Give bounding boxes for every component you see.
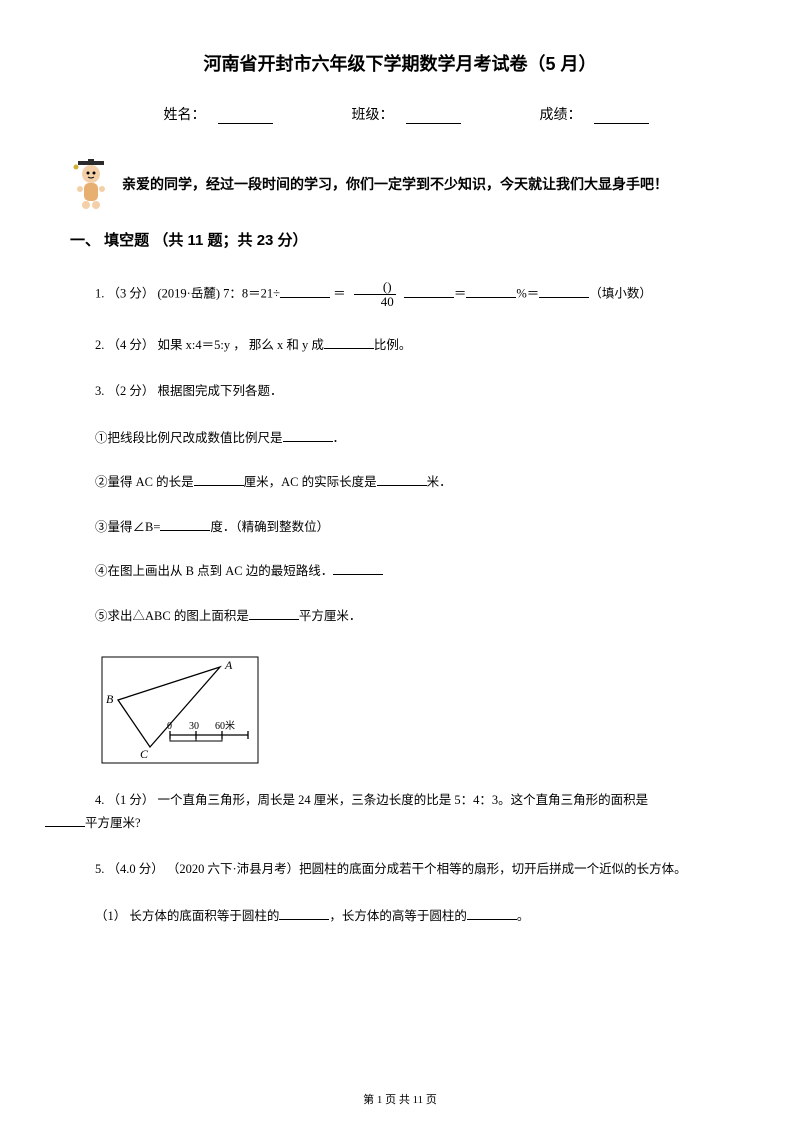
blank [279,908,329,920]
q3-s3-prefix: ③量得∠B= [95,520,160,534]
label-C: C [140,747,149,761]
blank [45,815,85,827]
scale-30: 30 [189,721,199,732]
frac-num: () [354,280,396,295]
question-3-header: 3. （2 分） 根据图完成下列各题． [70,380,730,403]
q5-sub1: （1） 长方体的底面积等于圆柱的 ，长方体的高等于圆柱的 。 [70,905,730,928]
q3-s2-prefix: ②量得 AC 的长是 [95,475,194,489]
q1-prefix: 1. （3 分） (2019·岳麓) 7：8＝21÷ [95,287,280,301]
blank [249,608,299,620]
q1-mid1: ＝ [330,287,349,301]
question-5-header: 5. （4.0 分） （2020 六下·沛县月考）把圆柱的底面分成若干个相等的扇… [70,858,730,881]
blank [539,286,589,298]
score-label: 成绩： [540,108,582,123]
intro-row: 亲爱的同学，经过一段时间的学习，你们一定学到不少知识，今天就让我们大显身手吧！ [70,159,730,211]
page-title: 河南省开封市六年级下学期数学月考试卷（5 月） [70,50,730,76]
q1-mid3: %＝ [516,287,539,301]
score-blank [594,110,649,124]
question-4: 4. （1 分） 一个直角三角形，周长是 24 厘米，三条边长度的比是 5：4：… [70,789,730,834]
section-1-header: 一、 填空题 （共 11 题；共 23 分） [70,229,730,250]
blank [467,908,517,920]
q4-suffix: 平方厘米? [85,816,141,830]
blank [283,430,333,442]
q3-s5-prefix: ⑤求出△ABC 的图上面积是 [95,609,249,623]
q2-prefix: 2. （4 分） 如果 x:4＝5:y ， 那么 x 和 y 成 [95,338,324,352]
page-footer: 第 1 页 共 11 页 [0,1091,800,1107]
blank [333,563,383,575]
blank [377,474,427,486]
q5-s1-mid: ，长方体的高等于圆柱的 [329,909,467,923]
blank [160,519,210,531]
q4-prefix: 4. （1 分） 一个直角三角形，周长是 24 厘米，三条边长度的比是 5：4：… [95,793,648,807]
question-1: 1. （3 分） (2019·岳麓) 7：8＝21÷ ＝ ()40 ＝ %＝ （填小… [70,280,730,310]
q3-s1-prefix: ①把线段比例尺改成数值比例尺是 [95,431,283,445]
blank [194,474,244,486]
intro-text: 亲爱的同学，经过一段时间的学习，你们一定学到不少知识，今天就让我们大显身手吧！ [122,175,668,196]
scale-0: 0 [167,721,172,732]
q3-s3-suffix: 度．（精确到整数位） [210,520,329,534]
blank [404,286,454,298]
q3-sub5: ⑤求出△ABC 的图上面积是 平方厘米． [70,605,730,628]
q3-s2-mid: 厘米，AC 的实际长度是 [244,475,377,489]
class-label: 班级： [352,108,394,123]
q3-sub3: ③量得∠B= 度．（精确到整数位） [70,516,730,539]
triangle-diagram: A B C 0 30 60米 [100,655,260,765]
q3-sub1: ①把线段比例尺改成数值比例尺是 ． [70,427,730,450]
label-A: A [224,658,233,672]
blank [324,337,374,349]
name-blank [218,110,273,124]
name-label: 姓名： [164,108,206,123]
fraction: ()40 [352,280,398,310]
q3-sub4: ④在图上画出从 B 点到 AC 边的最短路线． [70,560,730,583]
class-blank [406,110,461,124]
scale-60: 60米 [215,719,235,732]
q3-s5-suffix: 平方厘米． [299,609,362,623]
q3-s4-prefix: ④在图上画出从 B 点到 AC 边的最短路线． [95,564,333,578]
q3-s2-suffix: 米． [427,475,452,489]
q3-s1-suffix: ． [333,431,346,445]
label-B: B [106,692,114,706]
frac-den: 40 [352,295,398,309]
q5-s1-prefix: （1） 长方体的底面积等于圆柱的 [95,909,279,923]
q5-s1-suffix: 。 [517,909,530,923]
blank [466,286,516,298]
q1-suffix: （填小数） [589,287,652,301]
question-2: 2. （4 分） 如果 x:4＝5:y ， 那么 x 和 y 成 比例。 [70,334,730,357]
student-info-row: 姓名： 班级： 成绩： [70,104,730,124]
q2-suffix: 比例。 [374,338,412,352]
mascot-icon [70,159,112,211]
q1-mid2: ＝ [454,287,467,301]
blank [280,286,330,298]
q3-sub2: ②量得 AC 的长是 厘米，AC 的实际长度是 米． [70,471,730,494]
